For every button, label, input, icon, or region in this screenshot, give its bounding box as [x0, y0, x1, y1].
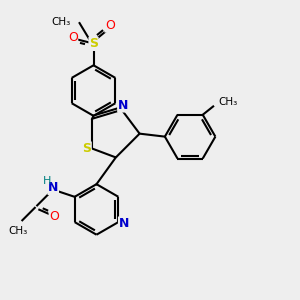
Text: CH₃: CH₃: [218, 97, 238, 107]
Text: S: S: [89, 38, 98, 50]
Text: S: S: [82, 142, 91, 155]
Text: O: O: [49, 210, 59, 223]
Text: H: H: [43, 176, 52, 186]
Text: O: O: [105, 19, 115, 32]
Text: CH₃: CH₃: [51, 17, 70, 28]
Text: N: N: [118, 99, 128, 112]
Text: O: O: [68, 32, 78, 44]
Text: N: N: [48, 182, 58, 194]
Text: CH₃: CH₃: [9, 226, 28, 236]
Text: N: N: [118, 217, 129, 230]
